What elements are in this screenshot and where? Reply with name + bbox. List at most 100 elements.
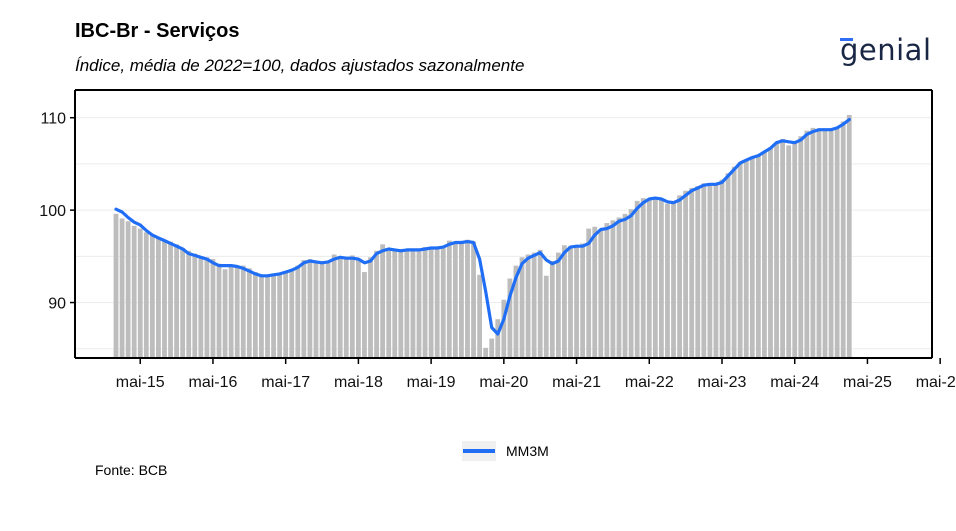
bar [374,250,379,358]
bar [331,254,337,358]
logo-text: genial [840,33,932,67]
bar [410,250,416,358]
x-tick-label: mai-22 [625,374,674,391]
bar [289,269,295,358]
bar [319,263,325,358]
bar [665,203,670,358]
bar [259,274,264,358]
y-tick-label: 100 [39,203,66,220]
bar [162,240,167,358]
bar [210,259,216,358]
bar [659,199,664,358]
bar [768,147,773,358]
bar [755,154,761,358]
bar [707,185,713,358]
bar [349,255,355,358]
bar [119,218,125,358]
bar [671,200,676,358]
bar [816,129,822,358]
bar [501,299,507,358]
bar [386,249,392,358]
bar [283,271,289,358]
bar [531,252,537,358]
y-tick-label: 110 [40,111,66,128]
chart-title: IBC-Br - Serviços [75,20,240,42]
bar [362,272,367,358]
bar [586,228,592,358]
bar [252,272,258,358]
bar [180,248,186,358]
bar [471,241,476,358]
bar [828,128,834,358]
bar [422,247,428,358]
bar [168,241,173,358]
bar [646,199,652,358]
bar [507,278,513,358]
bar [325,261,331,358]
x-tick-label: mai-18 [334,374,383,391]
bar [483,347,489,358]
bar [465,239,470,358]
bar [137,228,143,358]
bar [604,223,610,358]
bar [337,257,343,358]
x-tick-label: mai-21 [552,374,601,391]
bar [792,142,798,358]
bar [149,235,155,358]
bar [634,200,640,358]
bar [810,127,816,359]
bar [652,197,658,358]
x-tick-label: mai-20 [479,374,528,391]
bar [156,237,161,358]
source-note: Fonte: BCB [95,462,168,478]
bar [689,187,695,358]
bar [265,276,270,358]
bar [368,257,373,358]
x-tick-label: mai-15 [116,374,165,391]
bar [192,253,198,358]
bar [380,244,386,358]
bar [246,268,252,358]
bar [713,184,719,358]
bar [404,249,410,358]
bar [622,213,628,358]
bar [798,136,804,358]
bar [749,156,755,358]
bar [277,272,283,358]
bar [537,249,543,358]
x-tick-label: mai-25 [843,374,892,391]
bar [222,269,228,358]
bar [549,260,555,358]
bar [737,162,743,358]
bar [301,260,307,358]
bar [234,265,240,358]
bar [131,225,137,358]
bar [307,259,313,358]
x-tick-label: mai-19 [407,374,456,391]
bar [392,250,398,358]
bar [640,198,646,358]
bar [174,244,179,358]
bar [628,209,634,358]
bar [840,121,846,359]
series-line-mm3m [114,118,851,336]
bar [452,241,458,358]
bar [198,256,204,358]
bar [204,257,210,358]
bar [143,232,149,358]
y-tick-label: 90 [48,296,66,313]
x-tick-label: mai-26 [916,374,956,391]
bar [459,242,464,358]
bar [398,248,404,358]
bar [295,265,301,358]
bar [774,142,779,358]
bar [762,151,767,358]
bar [701,183,707,358]
legend: MM3M [462,441,549,461]
bar [271,275,276,358]
genial-logo: genial [840,36,932,65]
x-tick-label: mai-16 [189,374,238,391]
bar [786,145,792,358]
bar [428,248,434,358]
